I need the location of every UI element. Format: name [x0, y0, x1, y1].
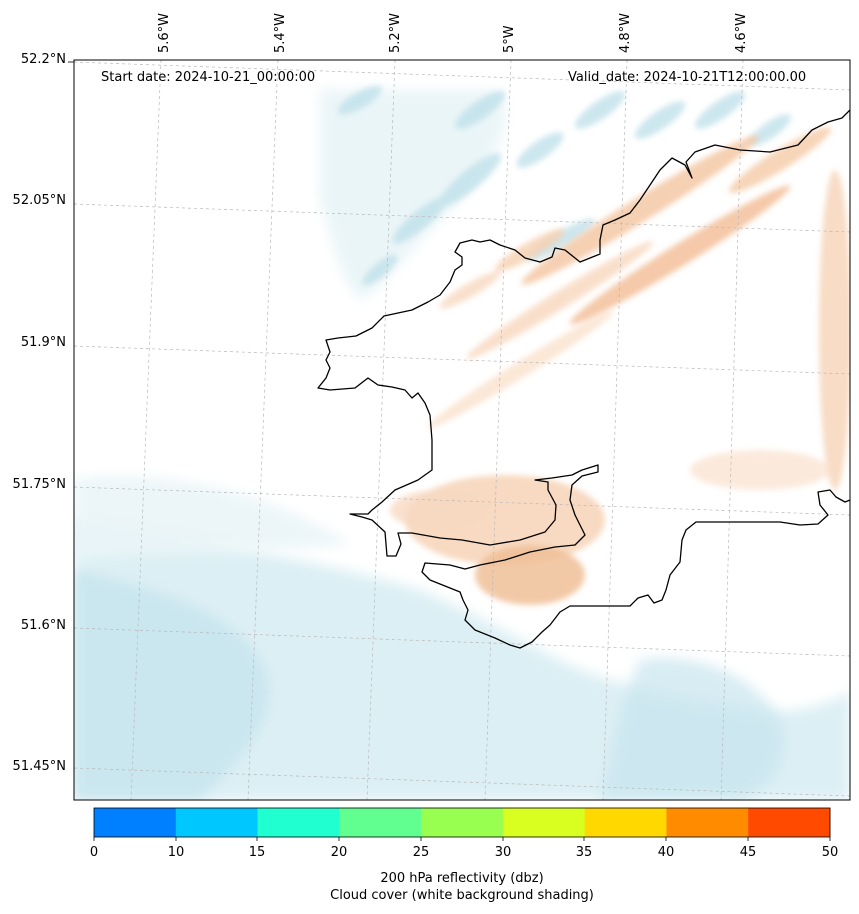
colorbar-swatch: [339, 808, 422, 837]
lat-tick-label: 51.75°N: [12, 477, 66, 492]
lat-tick-label: 51.9°N: [20, 335, 66, 350]
lon-tick-label: 5°W: [502, 25, 517, 53]
colorbar-swatch: [748, 808, 831, 837]
colorbar-swatch: [502, 808, 586, 837]
colorbar-tick-label: 10: [167, 845, 185, 860]
colorbar-swatch: [584, 808, 667, 837]
cloud-band: [574, 91, 626, 129]
colorbar-label: 200 hPa reflectivity (dbz): [380, 871, 544, 886]
colorbar-tick-label: 0: [89, 845, 99, 860]
reflectivity-band: [426, 311, 614, 429]
coastline-north-and-west: [317, 109, 850, 649]
reflectivity-band: [690, 450, 830, 490]
reflectivity-band: [521, 135, 759, 285]
reflectivity-band: [819, 170, 850, 490]
lon-tick-label: 5.6°W: [157, 12, 172, 53]
map-panel: [73, 59, 851, 801]
colorbar-swatch: [666, 808, 749, 837]
reflectivity-band: [466, 241, 654, 359]
cloud-band: [516, 132, 564, 168]
reflectivity-band: [390, 490, 490, 530]
colorbar-tick-label: 20: [330, 845, 348, 860]
cloud-band: [749, 114, 791, 146]
lat-tick-label: 52.2°N: [20, 52, 66, 67]
colorbar-swatch: [94, 808, 177, 837]
cloud-shading-west-haze: [74, 476, 350, 560]
cloud-band: [362, 254, 398, 286]
reflectivity-band: [569, 185, 791, 325]
lon-tick-label: 4.8°W: [618, 12, 633, 53]
reflectivity-band: [439, 271, 501, 309]
cloud-band: [454, 91, 506, 129]
start-date-label: Start date: 2024-10-21_00:00:00: [101, 70, 316, 85]
lon-tick-label: 5.2°W: [388, 12, 403, 53]
colorbar-tick-label: 40: [657, 845, 675, 860]
reflectivity-bands: [390, 127, 850, 605]
colorbar-tick-label: 45: [739, 845, 757, 860]
lat-tick-label: 51.6°N: [20, 618, 66, 633]
lat-tick-label: 52.05°N: [12, 193, 66, 208]
lon-tick-label: 4.6°W: [734, 12, 749, 53]
coastline: [317, 109, 850, 649]
colorbar-tick-label: 35: [575, 845, 593, 860]
cloud-band: [634, 101, 686, 139]
colorbar: [94, 808, 831, 837]
cloud-band: [337, 85, 383, 115]
colorbar-frame: [93, 807, 831, 838]
reflectivity-band: [495, 228, 565, 272]
cloud-band: [392, 196, 448, 244]
valid-date-label: Valid_date: 2024-10-21T12:00:00.00: [568, 70, 807, 85]
colorbar-tick-label: 30: [494, 845, 512, 860]
cloud-band: [694, 91, 746, 129]
lon-tick-label: 5.4°W: [273, 12, 288, 53]
cloud-band: [438, 153, 502, 207]
colorbar-swatch: [175, 808, 259, 837]
colorbar-ticks: [93, 837, 831, 841]
colorbar-swatch: [257, 808, 340, 837]
cloud-shading-north: [320, 90, 506, 300]
map-frame: [73, 59, 851, 801]
reflectivity-band: [728, 127, 832, 193]
colorbar-tick-label: 50: [821, 845, 839, 860]
lat-tick-label: 51.45°N: [12, 759, 66, 774]
cloud-shading-southwest: [74, 570, 270, 800]
colorbar-sublabel: Cloud cover (white background shading): [330, 888, 594, 903]
colorbar-swatch: [421, 808, 504, 837]
reflectivity-band: [475, 545, 585, 605]
cloud-shading-southeast: [600, 658, 785, 800]
colorbar-tick-label: 25: [412, 845, 430, 860]
cloud-shading: [74, 85, 850, 800]
colorbar-tick-label: 15: [248, 845, 266, 860]
